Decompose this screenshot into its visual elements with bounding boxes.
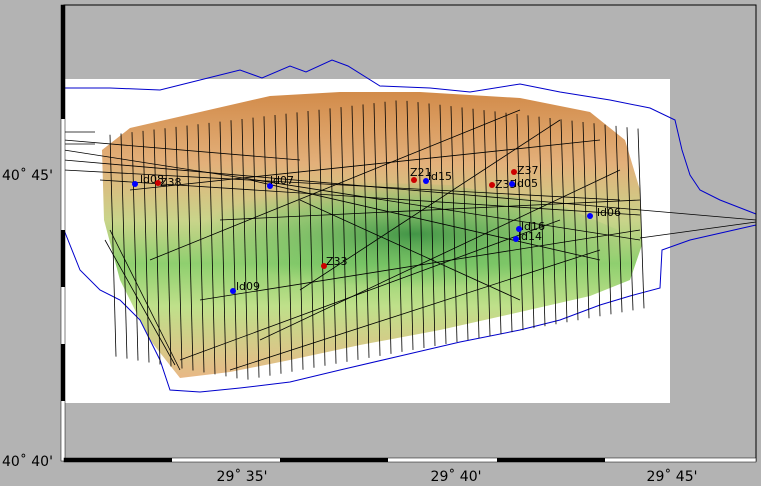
ship-track bbox=[549, 117, 557, 325]
ship-track bbox=[483, 110, 491, 337]
ship-track bbox=[219, 199, 641, 221]
station-label-ld05: ld05 bbox=[514, 177, 538, 190]
station-label-ld09: ld09 bbox=[236, 280, 260, 293]
ship-track bbox=[373, 103, 381, 356]
ship-track bbox=[63, 139, 301, 161]
station-label-z33: Z33 bbox=[326, 255, 348, 268]
ship-track bbox=[637, 128, 645, 309]
ship-track bbox=[197, 124, 205, 373]
x-tick-1: 29˚ 35' bbox=[217, 468, 268, 485]
map-frame bbox=[60, 4, 757, 463]
station-marker-z38[interactable] bbox=[155, 180, 161, 186]
y-tick-1: 40˚ 45' bbox=[2, 167, 53, 184]
station-marker-z21[interactable] bbox=[411, 177, 417, 183]
ship-track bbox=[129, 139, 601, 191]
ship-track bbox=[307, 111, 315, 368]
ship-track bbox=[450, 106, 458, 343]
ship-track bbox=[626, 127, 634, 311]
ship-track bbox=[208, 122, 216, 375]
station-marker-ld09[interactable] bbox=[230, 288, 236, 294]
ship-track bbox=[241, 118, 249, 380]
station-label-z38: Z38 bbox=[160, 176, 182, 189]
station-marker-ld16[interactable] bbox=[516, 226, 522, 232]
x-tick-2: 29˚ 40' bbox=[431, 468, 482, 485]
ship-tracks bbox=[63, 100, 757, 380]
ship-track bbox=[615, 125, 623, 313]
station-marker-z37[interactable] bbox=[511, 169, 517, 175]
ship-track bbox=[104, 239, 176, 366]
x-tick-3: 29˚ 45' bbox=[647, 468, 698, 485]
ship-track bbox=[131, 132, 139, 361]
ship-track bbox=[604, 124, 612, 315]
ship-track bbox=[318, 109, 326, 366]
ship-track bbox=[153, 129, 161, 365]
ship-track bbox=[186, 125, 194, 371]
station-label-ld14: ld14 bbox=[518, 230, 542, 243]
ship-track bbox=[199, 229, 641, 301]
ship-track bbox=[296, 112, 304, 370]
ship-track bbox=[472, 108, 480, 339]
ship-track bbox=[494, 111, 502, 335]
ship-track bbox=[516, 114, 524, 331]
ship-track bbox=[299, 119, 561, 291]
station-label-z37: Z37 bbox=[517, 164, 539, 177]
ship-track bbox=[109, 134, 117, 357]
ship-track bbox=[538, 116, 546, 327]
ship-track bbox=[428, 103, 436, 346]
ship-track bbox=[259, 169, 621, 341]
station-marker-ld08[interactable] bbox=[132, 181, 138, 187]
coastline-south bbox=[63, 224, 757, 393]
station-marker-ld14[interactable] bbox=[513, 236, 519, 242]
ship-track bbox=[149, 109, 521, 261]
ship-track bbox=[109, 229, 181, 371]
ship-track bbox=[263, 116, 271, 376]
ship-track bbox=[384, 101, 392, 354]
ship-track bbox=[560, 119, 568, 323]
station-marker-ld05[interactable] bbox=[509, 181, 515, 187]
ship-track bbox=[120, 133, 128, 359]
ship-track bbox=[362, 104, 370, 358]
ship-track bbox=[329, 108, 337, 364]
station-marker-z33[interactable] bbox=[321, 263, 327, 269]
ship-track bbox=[639, 221, 757, 239]
ship-track bbox=[571, 120, 579, 321]
ship-track bbox=[299, 199, 521, 301]
ship-track bbox=[527, 115, 535, 329]
ship-track bbox=[252, 117, 260, 378]
ship-track bbox=[461, 107, 469, 341]
station-marker-ld06[interactable] bbox=[587, 213, 593, 219]
station-label-ld15: ld15 bbox=[428, 170, 452, 183]
ship-track bbox=[142, 130, 150, 363]
ship-track bbox=[340, 107, 348, 362]
ship-track bbox=[63, 149, 641, 241]
station-label-ld06: ld06 bbox=[597, 206, 621, 219]
ship-track bbox=[582, 121, 590, 319]
ship-track bbox=[230, 120, 238, 379]
station-marker-z35[interactable] bbox=[489, 182, 495, 188]
station-marker-ld15[interactable] bbox=[423, 178, 429, 184]
ship-track bbox=[249, 179, 601, 261]
ship-track bbox=[593, 123, 601, 317]
ship-track bbox=[99, 179, 641, 216]
ship-track bbox=[164, 128, 172, 367]
station-label-z21: Z21 bbox=[410, 166, 432, 179]
ship-track bbox=[285, 113, 293, 372]
y-tick-2: 40˚ 40' bbox=[2, 453, 53, 470]
ship-track bbox=[175, 126, 183, 369]
ship-track bbox=[219, 121, 227, 377]
ship-track bbox=[406, 100, 414, 350]
ship-track bbox=[63, 169, 621, 201]
station-label-ld16: ld16 bbox=[521, 220, 545, 233]
ship-track bbox=[229, 249, 601, 371]
station-label-ld07: ld07 bbox=[270, 174, 294, 187]
ship-track bbox=[395, 100, 403, 352]
station-marker-ld07[interactable] bbox=[267, 183, 273, 189]
ship-track bbox=[179, 219, 561, 361]
ship-track bbox=[351, 105, 359, 360]
coastline bbox=[64, 59, 757, 215]
ship-track bbox=[63, 159, 757, 221]
